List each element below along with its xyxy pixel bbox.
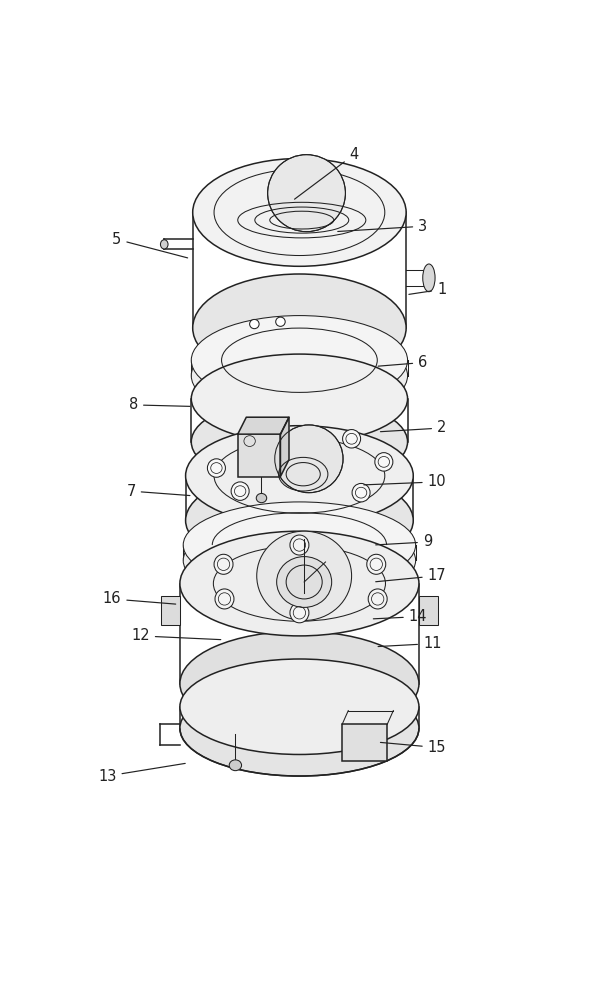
Ellipse shape	[192, 397, 408, 487]
Text: 2: 2	[381, 420, 446, 436]
Ellipse shape	[180, 531, 419, 636]
Ellipse shape	[275, 425, 343, 493]
Ellipse shape	[180, 631, 419, 736]
Ellipse shape	[267, 155, 345, 232]
Ellipse shape	[250, 319, 259, 329]
Ellipse shape	[230, 760, 242, 771]
Ellipse shape	[214, 554, 233, 574]
Ellipse shape	[192, 331, 408, 420]
Ellipse shape	[375, 453, 393, 471]
Text: 4: 4	[294, 147, 359, 199]
Text: 7: 7	[126, 484, 190, 499]
Text: 10: 10	[364, 474, 446, 489]
Ellipse shape	[180, 681, 419, 776]
Text: 11: 11	[378, 636, 441, 651]
Text: 14: 14	[373, 609, 427, 624]
Ellipse shape	[368, 589, 387, 609]
Ellipse shape	[193, 274, 406, 382]
Ellipse shape	[367, 554, 386, 574]
Ellipse shape	[343, 430, 360, 448]
Ellipse shape	[160, 240, 168, 249]
Ellipse shape	[256, 493, 267, 503]
Ellipse shape	[192, 354, 408, 443]
Text: 8: 8	[129, 397, 190, 412]
Ellipse shape	[180, 659, 419, 754]
Ellipse shape	[185, 426, 413, 526]
FancyBboxPatch shape	[342, 724, 387, 761]
Text: 5: 5	[112, 232, 188, 258]
Text: 17: 17	[376, 568, 446, 583]
Ellipse shape	[192, 316, 408, 405]
Ellipse shape	[231, 482, 249, 500]
Text: 16: 16	[103, 591, 176, 606]
Text: 13: 13	[98, 763, 185, 784]
Ellipse shape	[185, 470, 413, 570]
Polygon shape	[280, 417, 289, 477]
Text: 12: 12	[131, 628, 221, 643]
Polygon shape	[237, 417, 289, 434]
Ellipse shape	[277, 557, 332, 607]
Ellipse shape	[193, 158, 406, 266]
Ellipse shape	[207, 459, 225, 477]
Text: 1: 1	[409, 282, 446, 297]
Ellipse shape	[352, 483, 370, 502]
FancyBboxPatch shape	[161, 596, 180, 625]
Ellipse shape	[183, 502, 416, 588]
Ellipse shape	[215, 589, 234, 609]
Text: 6: 6	[378, 355, 427, 370]
Ellipse shape	[183, 517, 416, 604]
Text: 3: 3	[338, 219, 427, 234]
Text: 9: 9	[376, 534, 432, 549]
FancyBboxPatch shape	[419, 596, 438, 625]
Ellipse shape	[290, 603, 309, 623]
Ellipse shape	[290, 535, 309, 555]
Ellipse shape	[276, 317, 285, 326]
Ellipse shape	[257, 531, 351, 620]
Ellipse shape	[423, 264, 435, 292]
Ellipse shape	[241, 432, 259, 450]
Text: 15: 15	[381, 740, 446, 755]
FancyBboxPatch shape	[237, 434, 280, 477]
